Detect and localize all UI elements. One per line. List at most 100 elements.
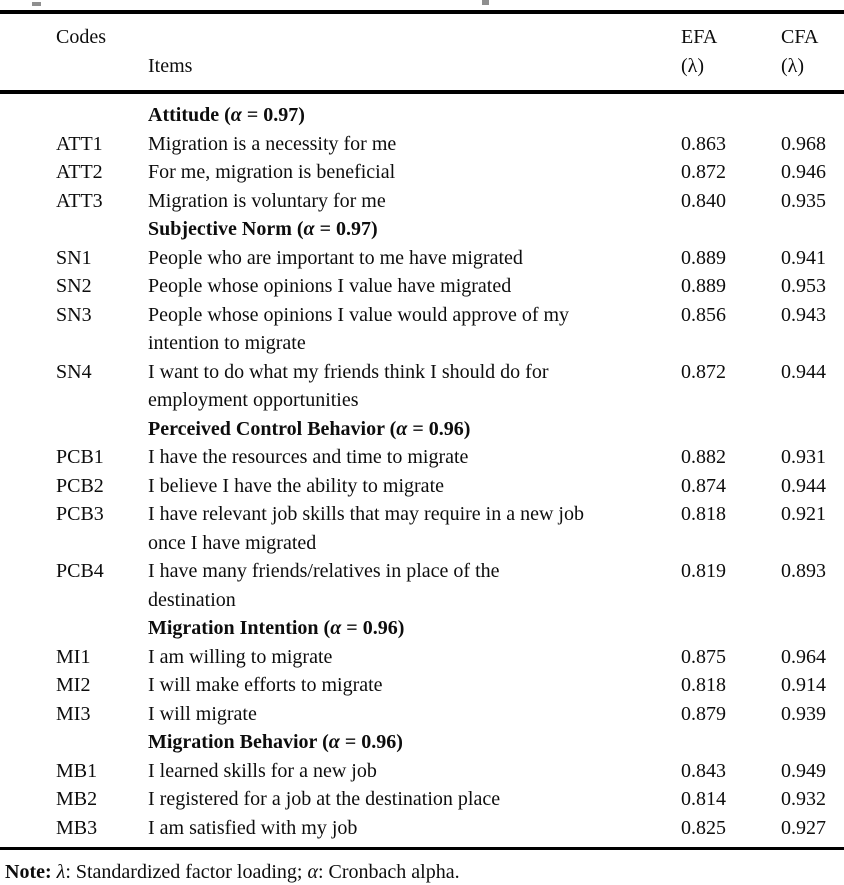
efa-loading: 0.825 xyxy=(681,816,726,839)
item-code: SN4 xyxy=(56,360,92,383)
table-body: Attitude (α = 0.97) ATT1 Migration is a ne… xyxy=(0,94,844,847)
table-row: PCB4 I have many friends/relatives in pla… xyxy=(0,557,844,614)
cropped-caption-strip xyxy=(0,0,844,10)
table-row: ATT1 Migration is a necessity for me 0.863… xyxy=(0,130,844,159)
item-text: Migration is voluntary for me xyxy=(148,189,386,212)
table-row: MB3 I am satisfied with my job 0.825 0.927 xyxy=(0,814,844,843)
item-code: PCB4 xyxy=(56,560,104,582)
efa-loading: 0.872 xyxy=(681,161,726,183)
cfa-loading: 0.927 xyxy=(781,816,826,839)
efa-loading: 0.818 xyxy=(681,674,726,696)
section-name: Migration Intention ( xyxy=(148,617,331,639)
efa-loading: 0.872 xyxy=(681,360,726,383)
cfa-loading: 0.932 xyxy=(781,788,826,810)
item-text: I have the resources and time to migrate xyxy=(148,446,469,468)
table-row: PCB1 I have the resources and time to mig… xyxy=(0,443,844,472)
column-header-lambda: (λ) xyxy=(781,54,805,77)
table-top-rule xyxy=(0,10,844,14)
item-code: SN2 xyxy=(56,275,92,297)
table-row: MI3 I will migrate 0.879 0.939 xyxy=(0,700,844,729)
cfa-loading: 0.943 xyxy=(781,303,826,326)
efa-loading: 0.819 xyxy=(681,560,726,582)
efa-loading: 0.840 xyxy=(681,189,726,212)
table-row: MI1 I am willing to migrate 0.875 0.964 xyxy=(0,643,844,672)
alpha-value: = 0.96) xyxy=(339,731,403,753)
section-title: Migration Intention (α = 0.96) xyxy=(148,614,681,643)
cfa-loading: 0.953 xyxy=(781,275,826,297)
cfa-loading: 0.964 xyxy=(781,645,826,668)
efa-loading: 0.875 xyxy=(681,645,726,668)
note-label: Note: xyxy=(5,861,52,883)
alpha-symbol: α xyxy=(230,104,242,126)
table-row: SN1 People who are important to me have m… xyxy=(0,244,844,273)
table-row: MI2 I will make efforts to migrate 0.818 0.… xyxy=(0,671,844,700)
item-text: I believe I have the ability to migrate xyxy=(148,474,444,497)
item-text: I am satisfied with my job xyxy=(148,816,358,839)
cfa-loading: 0.949 xyxy=(781,759,826,782)
item-text: I registered for a job at the destinatio… xyxy=(148,788,501,810)
cfa-loading: 0.914 xyxy=(781,674,826,696)
cfa-loading: 0.921 xyxy=(781,503,826,525)
section-title: Migration Behavior (α = 0.96) xyxy=(148,728,681,757)
efa-loading: 0.889 xyxy=(681,246,726,269)
item-text: I have relevant job skills that may requ… xyxy=(148,503,584,554)
table-row: SN3 People whose opinions I value would a… xyxy=(0,301,844,358)
section-row: Migration Intention (α = 0.96) xyxy=(0,614,844,643)
cfa-loading: 0.893 xyxy=(781,560,826,582)
efa-loading: 0.843 xyxy=(681,759,726,782)
efa-loading: 0.874 xyxy=(681,474,726,497)
section-row: Perceived Control Behavior (α = 0.96) xyxy=(0,415,844,444)
column-header-label: Items xyxy=(148,54,193,77)
section-name: Attitude ( xyxy=(148,104,231,126)
note-text: : Standardized factor loading; xyxy=(65,861,308,883)
alpha-value: = 0.96) xyxy=(407,417,471,440)
item-code: ATT1 xyxy=(56,132,103,155)
greek-symbol: λ xyxy=(56,861,66,883)
item-code: MI3 xyxy=(56,702,91,725)
column-header-cfa: CFA (λ) xyxy=(781,23,844,80)
table-row: SN4 I want to do what my friends think I … xyxy=(0,358,844,415)
item-code: MB1 xyxy=(56,759,98,782)
table-row: PCB2 I believe I have the ability to migr… xyxy=(0,472,844,501)
column-header-efa: EFA (λ) xyxy=(681,23,781,80)
alpha-symbol: α xyxy=(328,731,340,753)
item-text: Migration is a necessity for me xyxy=(148,132,397,155)
table-row: PCB3 I have relevant job skills that may … xyxy=(0,500,844,557)
item-text: People whose opinions I value have migra… xyxy=(148,275,512,297)
column-header-label: Codes xyxy=(56,26,106,48)
item-text: I want to do what my friends think I sho… xyxy=(148,360,549,412)
cfa-loading: 0.941 xyxy=(781,246,826,269)
cfa-loading: 0.939 xyxy=(781,702,826,725)
table-note: Note: λ: Standardized factor loading; α:… xyxy=(0,859,844,885)
table-header-rule xyxy=(0,90,844,94)
efa-loading: 0.879 xyxy=(681,702,726,725)
item-code: PCB2 xyxy=(56,474,104,497)
table-bottom-rule xyxy=(0,847,844,850)
efa-loading: 0.863 xyxy=(681,132,726,155)
efa-loading: 0.882 xyxy=(681,446,726,468)
item-text: I will migrate xyxy=(148,702,257,725)
column-header-label: EFA xyxy=(681,26,718,48)
section-row: Migration Behavior (α = 0.96) xyxy=(0,728,844,757)
section-row: Attitude (α = 0.97) xyxy=(0,101,844,130)
item-text: I learned skills for a new job xyxy=(148,759,377,782)
alpha-symbol: α xyxy=(330,617,342,639)
item-code: MB2 xyxy=(56,788,98,810)
section-name: Perceived Control Behavior ( xyxy=(148,417,397,440)
section-title: Attitude (α = 0.97) xyxy=(148,101,681,130)
table-row: ATT3 Migration is voluntary for me 0.840 0.… xyxy=(0,187,844,216)
table-row: MB2 I registered for a job at the destina… xyxy=(0,785,844,814)
cfa-loading: 0.931 xyxy=(781,446,826,468)
cropped-text-remnant xyxy=(32,2,41,6)
alpha-symbol: α xyxy=(396,417,408,440)
section-title: Subjective Norm (α = 0.97) xyxy=(148,215,681,244)
table-header: Codes Items EFA (λ) CFA (λ) xyxy=(0,14,844,90)
cfa-loading: 0.944 xyxy=(781,474,826,497)
efa-loading: 0.814 xyxy=(681,788,726,810)
efa-loading: 0.818 xyxy=(681,503,726,525)
item-code: SN1 xyxy=(56,246,92,269)
efa-loading: 0.889 xyxy=(681,275,726,297)
alpha-value: = 0.97) xyxy=(314,218,378,240)
item-text: I have many friends/relatives in place o… xyxy=(148,560,500,611)
